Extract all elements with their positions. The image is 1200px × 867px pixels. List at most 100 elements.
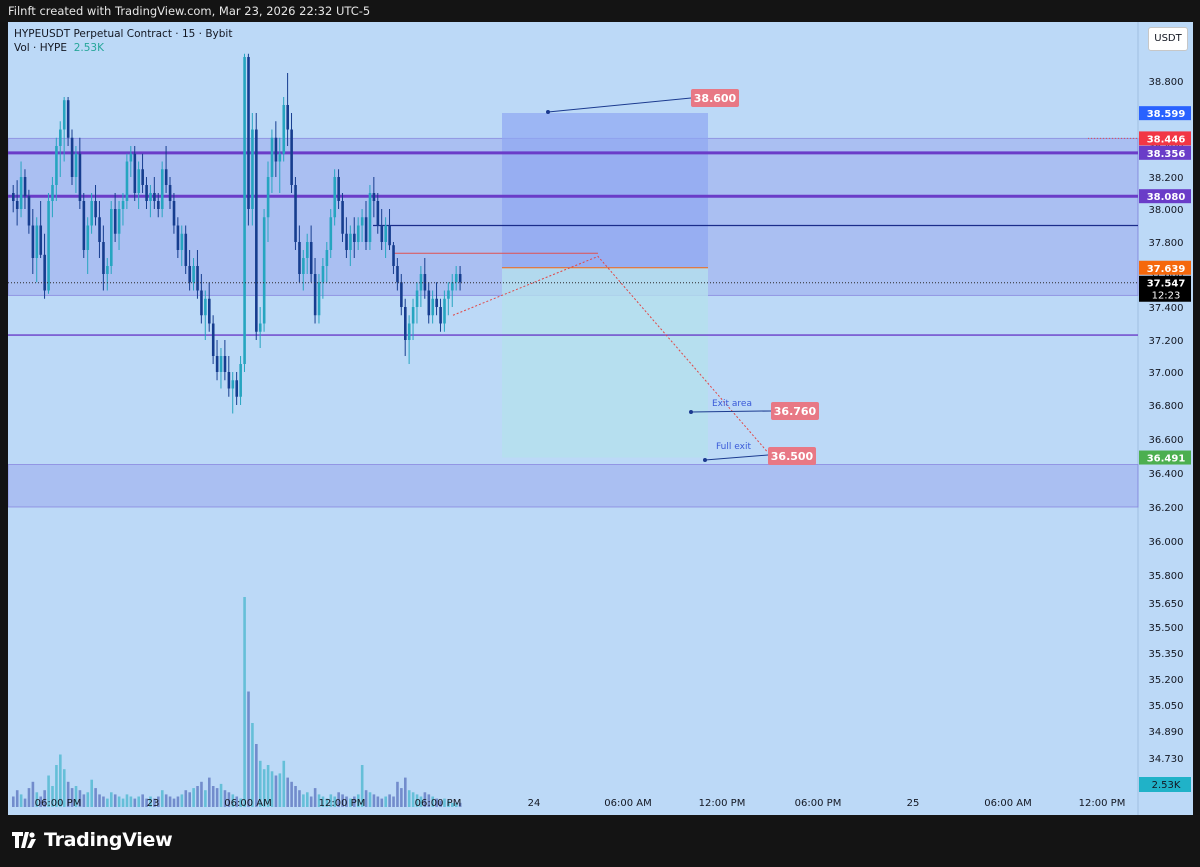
candle-body — [168, 185, 172, 201]
candle-body — [121, 201, 125, 209]
volume-bar — [78, 790, 82, 807]
candle-body — [262, 217, 266, 324]
volume-bar — [270, 771, 274, 807]
price-tag-label: 37.547 — [1147, 279, 1186, 290]
candle-body — [443, 298, 446, 324]
volume-bar — [364, 790, 368, 807]
volume-bar — [384, 796, 387, 807]
stop-dot — [546, 110, 550, 114]
candle-body — [110, 209, 113, 266]
volume-bar — [219, 783, 223, 807]
x-tick-label: 06:00 AM — [984, 798, 1031, 809]
volume-bar — [439, 800, 442, 807]
x-tick-label: 06:00 PM — [35, 798, 82, 809]
volume-bar — [27, 788, 31, 807]
volume-bar — [321, 796, 325, 807]
volume-bar — [298, 790, 301, 807]
price-tag-label: 37.639 — [1147, 264, 1186, 275]
volume-bar — [255, 744, 258, 807]
attribution-bar: Filnft created with TradingView.com, Mar… — [0, 0, 1200, 22]
volume-bar — [137, 796, 141, 807]
candle-body — [141, 169, 144, 185]
candle-body — [117, 209, 121, 234]
volume-bar — [431, 796, 435, 807]
candle-body — [215, 356, 219, 372]
y-tick-label: 35.050 — [1149, 701, 1184, 712]
full-exit-pointer — [704, 454, 769, 461]
volume-bar — [82, 794, 86, 807]
volume-bar — [411, 792, 415, 807]
candle-body — [188, 266, 191, 283]
candle-body — [31, 225, 35, 258]
candle-body — [15, 201, 19, 209]
candle-body — [282, 105, 286, 154]
candle-body — [290, 129, 293, 185]
price-tag-label: 38.356 — [1147, 149, 1186, 160]
candle-body — [172, 201, 176, 226]
volume-bar — [19, 794, 23, 807]
candle-body — [90, 201, 93, 226]
volume-bar — [290, 781, 293, 807]
volume-bar — [125, 794, 129, 807]
price-tag-label: 38.446 — [1147, 134, 1186, 145]
volume-bar — [317, 794, 321, 807]
volume-bar — [117, 796, 121, 807]
chart-area[interactable]: 38.600 36.760 Exit area 36.500 Full exit 38.8… — [7, 22, 1193, 815]
candle-body — [329, 217, 333, 250]
volume-bar — [59, 754, 62, 807]
volume-bar — [145, 798, 148, 807]
volume-bar — [74, 786, 78, 807]
tradingview-logo: TradingView — [12, 829, 173, 851]
candle-body — [439, 307, 442, 324]
footer-bar — [0, 815, 1200, 867]
volume-bar — [458, 802, 462, 807]
projection-path — [452, 255, 769, 453]
price-chart[interactable]: 38.600 36.760 Exit area 36.500 Full exit 38.8… — [7, 22, 1193, 815]
volume-bar — [239, 798, 242, 807]
candle-body — [157, 201, 160, 209]
volume-bar — [153, 798, 156, 807]
volume-bar — [164, 794, 168, 807]
volume-bar — [129, 796, 133, 807]
candle-body — [286, 105, 289, 130]
candle-body — [12, 193, 15, 201]
candle-body — [274, 137, 278, 162]
y-tick-label: 34.730 — [1149, 754, 1184, 765]
volume-tag-box — [1139, 777, 1191, 792]
candle-body — [255, 129, 258, 332]
candle-body — [454, 274, 458, 283]
volume-bar — [404, 777, 407, 807]
candle-body — [51, 185, 54, 201]
candle-body — [380, 225, 384, 242]
currency-button[interactable]: USDT — [1148, 27, 1188, 51]
volume-bar — [15, 790, 19, 807]
y-tick-label: 38.800 — [1149, 77, 1184, 88]
candle-body — [106, 266, 109, 274]
y-tick-label: 38.200 — [1149, 173, 1184, 184]
candle-body — [94, 201, 97, 218]
candle-body — [133, 153, 137, 193]
volume-bar — [172, 798, 176, 807]
volume-bar — [380, 798, 384, 807]
candle-body — [266, 177, 270, 218]
volume-bar — [353, 796, 356, 807]
volume-bar — [274, 775, 278, 807]
volume-bar — [192, 788, 195, 807]
y-tick-label: 37.400 — [1149, 303, 1184, 314]
candle-body — [23, 177, 27, 197]
x-tick-label: 24 — [528, 798, 541, 809]
candle-body — [98, 217, 101, 242]
candle-body — [353, 233, 356, 242]
full-exit-dot — [703, 458, 707, 462]
volume-bar — [157, 796, 160, 807]
volume-bar — [325, 798, 329, 807]
candle-body — [321, 266, 325, 283]
volume-bar — [23, 798, 27, 807]
volume-bar — [356, 794, 360, 807]
volume-bar — [247, 691, 250, 807]
volume-bar — [200, 781, 203, 807]
candle-body — [129, 153, 133, 162]
candle-body — [372, 193, 376, 201]
candle-body — [345, 233, 348, 250]
candle-body — [192, 266, 195, 283]
